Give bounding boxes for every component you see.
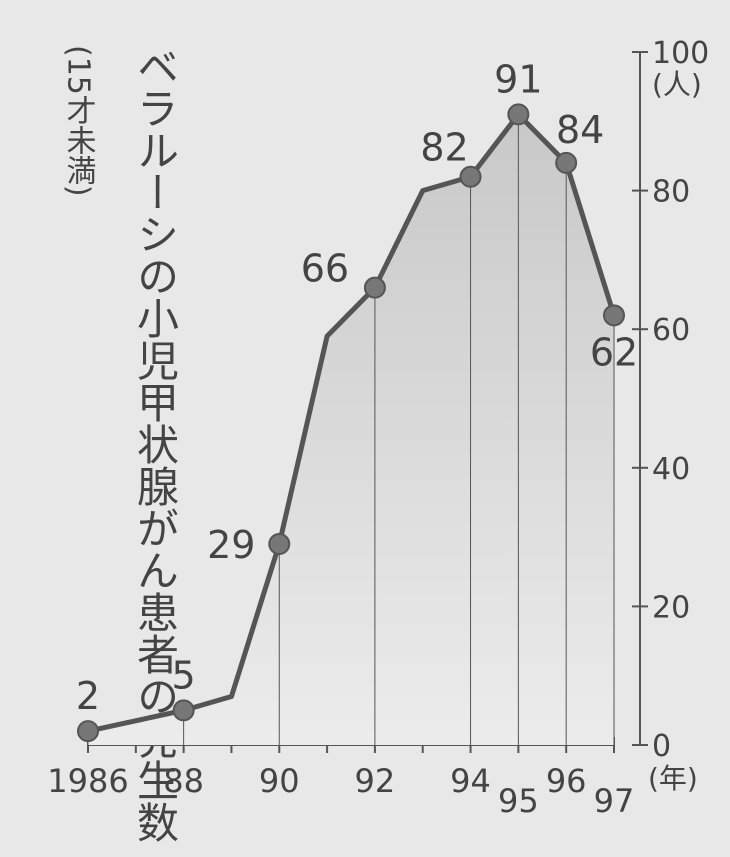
point: [603, 304, 625, 327]
y-tick-label: 20: [652, 590, 690, 625]
data-label: 82: [420, 126, 468, 170]
y-tick-label: 0: [652, 729, 671, 764]
data-label: 2: [76, 674, 100, 718]
point: [507, 103, 530, 126]
x-tick-label: 95: [498, 782, 539, 820]
data-label: 91: [494, 57, 542, 101]
point: [363, 276, 386, 299]
point: [555, 151, 578, 174]
x-tick-label: 97: [594, 782, 635, 820]
x-tick-label: 88: [163, 762, 204, 800]
data-label: 66: [301, 247, 349, 291]
data-label: 29: [207, 523, 255, 567]
data-label: 84: [556, 108, 604, 152]
chart-subtitle: (15才未満): [61, 45, 96, 197]
x-unit: (年): [648, 762, 698, 795]
y-tick-label: 40: [652, 452, 690, 487]
data-label: 62: [590, 330, 638, 374]
x-tick-label: 1986: [47, 762, 128, 800]
y-tick-label: 60: [652, 313, 690, 348]
point: [77, 720, 99, 743]
y-tick-label: 80: [652, 175, 690, 210]
y-tick-label: 100: [652, 36, 709, 71]
y-unit: (人): [652, 68, 702, 101]
point: [459, 165, 482, 188]
point: [268, 533, 291, 556]
x-tick-label: 94: [450, 762, 491, 800]
chart-title: ベラルーシの小児甲状腺がん患者の発生数: [131, 45, 180, 843]
x-tick-label: 92: [355, 762, 396, 800]
x-tick-label: 90: [259, 762, 300, 800]
data-label: 5: [172, 653, 196, 697]
x-tick-label: 96: [546, 762, 587, 800]
area: [88, 114, 614, 746]
point: [172, 699, 195, 722]
